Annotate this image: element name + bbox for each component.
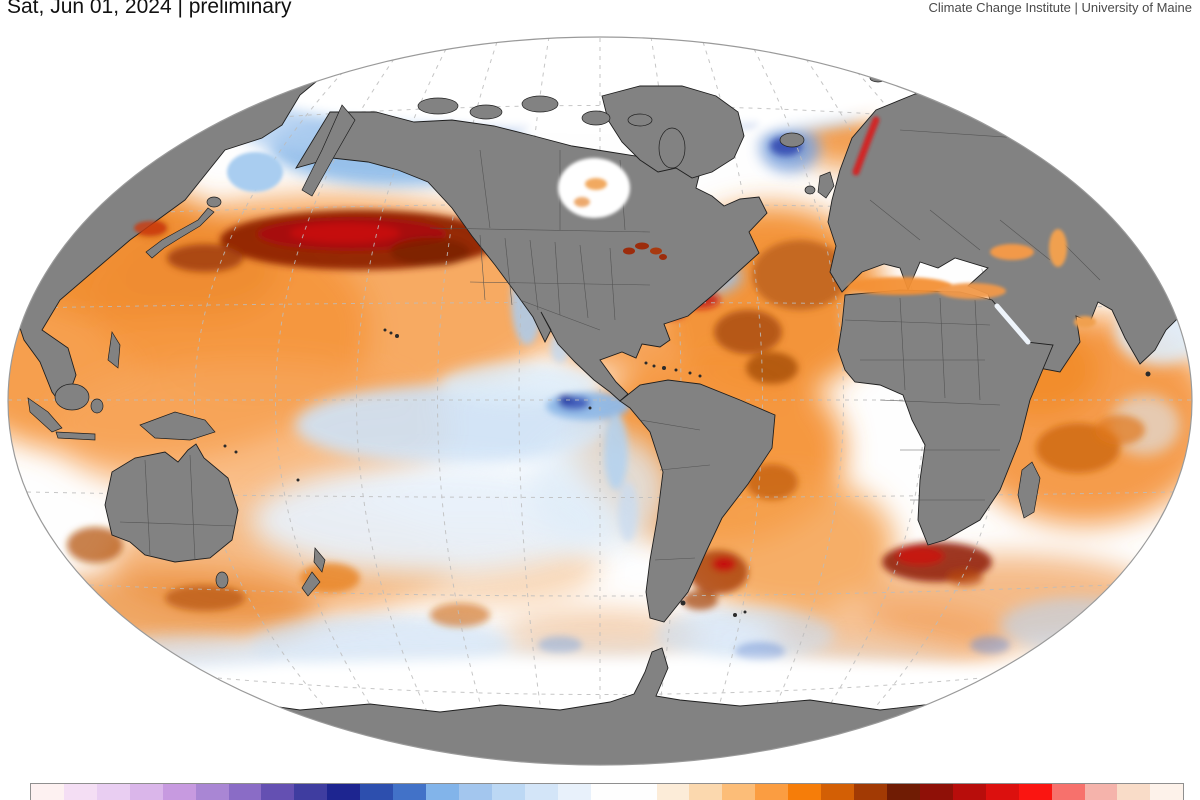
colorbar-swatch (689, 784, 723, 800)
colorbar-swatch (129, 784, 163, 800)
colorbar-swatch (755, 784, 789, 800)
colorbar-swatch (1150, 784, 1184, 800)
ocean-warm-intense (67, 83, 1145, 627)
colorbar-swatch (31, 784, 64, 800)
anomaly-colorbar (30, 783, 1184, 800)
land-australia (104, 443, 239, 563)
colorbar-swatch (886, 784, 920, 800)
colorbar-swatch (656, 784, 690, 800)
colorbar-swatch (491, 784, 525, 800)
colorbar-swatch (854, 784, 887, 800)
land-kamchatka (301, 104, 356, 197)
land-sumatra (27, 397, 63, 433)
small-islands (223, 328, 1151, 617)
colorbar-swatch (63, 784, 97, 800)
red-sea (994, 303, 1031, 345)
colorbar-swatch (985, 784, 1019, 800)
colorbar-swatch (426, 784, 459, 800)
colorbar-swatch (1084, 784, 1118, 800)
attribution: Climate Change Institute | University of… (928, 0, 1193, 15)
land-sulawesi (90, 398, 104, 414)
mediterranean-east (938, 283, 1006, 299)
sea-of-japan-warm (134, 221, 166, 235)
colorbar-swatch (294, 784, 328, 800)
page-title: Sat, Jun 01, 2024 | preliminary (7, 0, 292, 18)
great-lakes (623, 242, 667, 260)
colorbar-swatch (590, 784, 624, 800)
land-borneo (54, 383, 90, 411)
colorbar-swatch (623, 784, 657, 800)
colorbar-swatch (327, 784, 361, 800)
caspian-sea (1049, 229, 1067, 267)
black-sea (990, 244, 1034, 260)
land-tasmania (215, 571, 229, 589)
colorbar-swatch (228, 784, 262, 800)
colorbar-swatch (96, 784, 130, 800)
inland-seas (134, 116, 1096, 345)
persian-gulf (1074, 316, 1096, 328)
land-new-guinea (139, 411, 216, 441)
land-new-zealand (313, 547, 326, 573)
land-java (55, 431, 96, 441)
land-uk (817, 171, 835, 199)
land-japan (145, 207, 215, 259)
colorbar-swatch (557, 784, 591, 800)
colorbar-swatch (821, 784, 855, 800)
colorbar-swatch (952, 784, 986, 800)
colorbar-swatch (722, 784, 756, 800)
colorbar-swatch (1117, 784, 1151, 800)
colorbar-swatch (919, 784, 953, 800)
colorbar-swatch (393, 784, 427, 800)
colorbar-swatch (360, 784, 394, 800)
colorbar-swatch (261, 784, 295, 800)
sea-of-okhotsk (227, 152, 283, 192)
colorbar-swatch (1051, 784, 1085, 800)
land-new-zealand-south (301, 571, 321, 597)
colorbar-swatch (788, 784, 822, 800)
baltic-sea (852, 116, 880, 176)
colorbar-swatch (195, 784, 229, 800)
land-hokkaido (206, 196, 222, 208)
land-south-america (619, 379, 776, 623)
land-ireland (804, 185, 816, 195)
projection-outline (7, 36, 1193, 766)
colorbar-swatch (162, 784, 196, 800)
colorbar-swatch (458, 784, 492, 800)
colorbar-swatch (1018, 784, 1052, 800)
land-philippines (107, 330, 121, 369)
colorbar-swatch (524, 784, 558, 800)
land-madagascar (1017, 461, 1041, 519)
mediterranean-west (848, 277, 952, 295)
